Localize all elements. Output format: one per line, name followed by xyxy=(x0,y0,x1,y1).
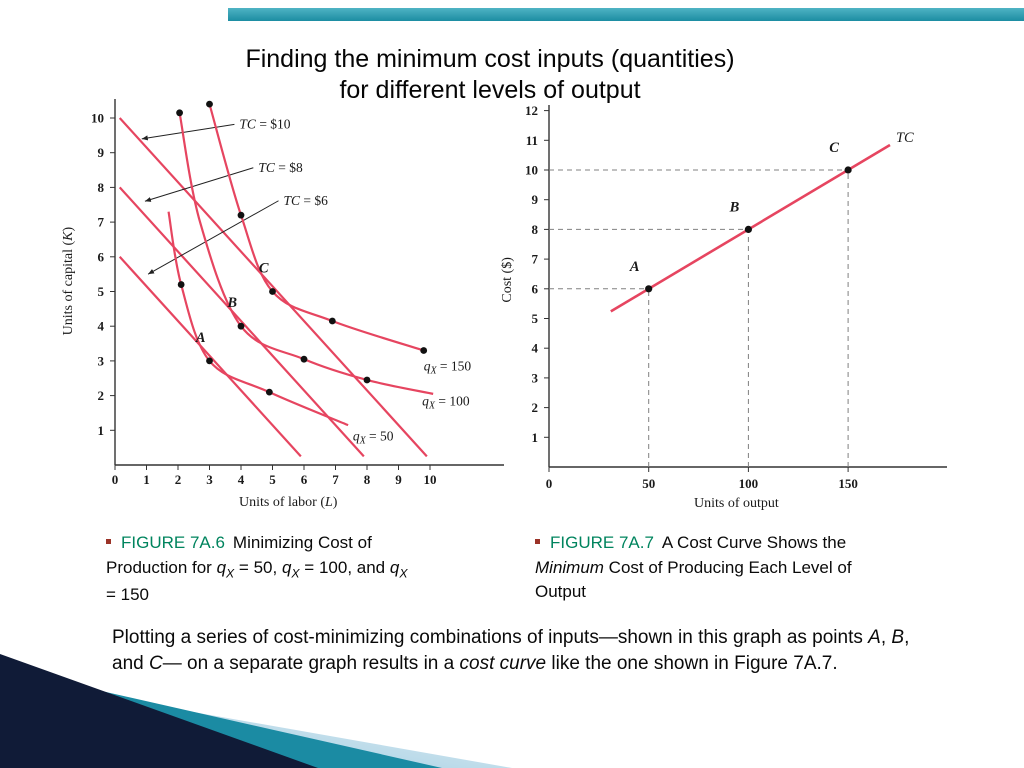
y-tick-label: 9 xyxy=(532,192,539,207)
point-label-B: B xyxy=(226,295,237,311)
y-tick-label: 2 xyxy=(98,388,105,403)
isoquant-label: qX = 100 xyxy=(422,393,470,411)
y-tick-label: 3 xyxy=(98,353,105,368)
data-dot xyxy=(300,355,308,363)
x-tick-label: 3 xyxy=(206,472,213,487)
data-dot xyxy=(269,288,276,295)
y-axis-title: Cost ($) xyxy=(500,257,515,303)
isoquant-label: qX = 150 xyxy=(424,359,472,377)
y-tick-label: 3 xyxy=(532,370,539,385)
x-tick-label: 4 xyxy=(238,472,245,487)
x-tick-label: 8 xyxy=(364,472,371,487)
caption-bullet-icon xyxy=(106,539,111,544)
data-dot xyxy=(177,281,185,288)
isocost-label: TC = $10 xyxy=(239,116,290,131)
data-dot xyxy=(328,317,336,325)
isoquant-label: qX = 50 xyxy=(353,429,394,447)
y-tick-label: 8 xyxy=(98,180,105,195)
x-tick-label: 7 xyxy=(332,472,339,487)
tc-label: TC xyxy=(896,130,914,146)
y-tick-label: 7 xyxy=(98,215,105,230)
y-tick-label: 4 xyxy=(532,341,539,356)
x-tick-label: 2 xyxy=(175,472,182,487)
y-tick-label: 1 xyxy=(532,430,539,445)
y-tick-label: 4 xyxy=(98,319,105,334)
deco-navy-triangle xyxy=(0,654,318,768)
figure-7a6-caption: FIGURE 7A.6 Minimizing Cost of Production… xyxy=(106,531,408,607)
slide-title-line2: for different levels of output xyxy=(339,76,641,105)
pointer-arrow xyxy=(144,167,254,202)
figure-7a6-isoquant-isocost-chart: 0 1 2 3 4 5 6 7 8 9 10 1 2 3 4 5 6 7 8 9 10 Units of labor (L… xyxy=(61,99,504,510)
point-label-B: B xyxy=(729,200,740,216)
x-axis-title: Units of labor (L) xyxy=(239,495,338,510)
y-tick-label: 10 xyxy=(525,163,538,178)
body-paragraph: Plotting a series of cost-minimizing com… xyxy=(112,627,910,675)
data-dot xyxy=(420,347,428,354)
isoquant-curve xyxy=(167,211,349,427)
isocost-line xyxy=(118,186,365,458)
x-tick-label: 5 xyxy=(269,472,276,487)
y-tick-label: 7 xyxy=(532,252,539,267)
y-tick-label: 2 xyxy=(532,400,539,415)
y-tick-label: 5 xyxy=(532,311,539,326)
isocost-label: TC = $6 xyxy=(284,193,329,208)
top-accent-bar xyxy=(228,8,1024,21)
isoquant-curve xyxy=(178,112,434,395)
pointer-arrow xyxy=(141,123,235,141)
x-tick-label: 6 xyxy=(301,472,308,487)
isoquant-curve xyxy=(208,103,425,352)
point-label-A: A xyxy=(195,330,206,346)
point-label-C: C xyxy=(259,260,269,276)
x-tick-label: 1 xyxy=(143,472,150,487)
corner-decoration xyxy=(0,654,512,768)
data-dot xyxy=(206,357,213,365)
data-dot xyxy=(844,166,852,174)
y-tick-label: 11 xyxy=(526,133,538,148)
x-tick-label: 100 xyxy=(739,476,759,491)
figure-7a7-label: FIGURE 7A.7 xyxy=(550,533,654,552)
pointer-arrow xyxy=(147,200,279,275)
caption-bullet-icon xyxy=(535,539,540,544)
x-axis-title: Units of output xyxy=(694,496,779,511)
y-tick-label: 8 xyxy=(532,222,539,237)
slide-title-line1: Finding the minimum cost inputs (quantit… xyxy=(245,45,735,73)
isocost-label: TC = $8 xyxy=(258,160,303,175)
point-label-C: C xyxy=(829,140,839,156)
x-tick-label: 50 xyxy=(642,476,655,491)
y-tick-label: 5 xyxy=(98,284,105,299)
data-dot xyxy=(363,376,371,384)
data-dot xyxy=(176,109,183,117)
figure-7a6-label: FIGURE 7A.6 xyxy=(121,533,225,552)
x-tick-label: 10 xyxy=(424,472,437,487)
x-tick-label: 0 xyxy=(546,476,553,491)
y-tick-label: 12 xyxy=(525,103,538,118)
point-label-A: A xyxy=(629,259,640,275)
x-tick-label: 9 xyxy=(395,472,402,487)
slide-title: Finding the minimum cost inputs (quantit… xyxy=(160,44,820,107)
data-dot xyxy=(645,285,653,293)
data-dot xyxy=(237,211,245,219)
data-dot xyxy=(206,100,213,108)
y-tick-label: 6 xyxy=(98,249,105,264)
data-dot xyxy=(237,322,245,330)
data-dot xyxy=(265,388,273,396)
figure-7a7-caption-text: A Cost Curve Shows the Minimum Cost of P… xyxy=(535,533,852,602)
y-tick-label: 1 xyxy=(98,423,105,438)
isocost-line xyxy=(118,117,428,458)
x-tick-label: 0 xyxy=(112,472,119,487)
y-tick-label: 6 xyxy=(532,281,539,296)
isocost-line xyxy=(118,256,302,458)
y-tick-label: 9 xyxy=(98,145,105,160)
y-tick-label: 10 xyxy=(91,111,104,126)
x-tick-label: 150 xyxy=(838,476,858,491)
figure-7a6-caption-text: Minimizing Cost of Production for qX = 5… xyxy=(106,533,408,604)
figure-7a7-caption: FIGURE 7A.7 A Cost Curve Shows the Minimu… xyxy=(535,531,880,605)
data-dot xyxy=(744,225,752,233)
y-axis-title: Units of capital (K) xyxy=(61,227,76,336)
